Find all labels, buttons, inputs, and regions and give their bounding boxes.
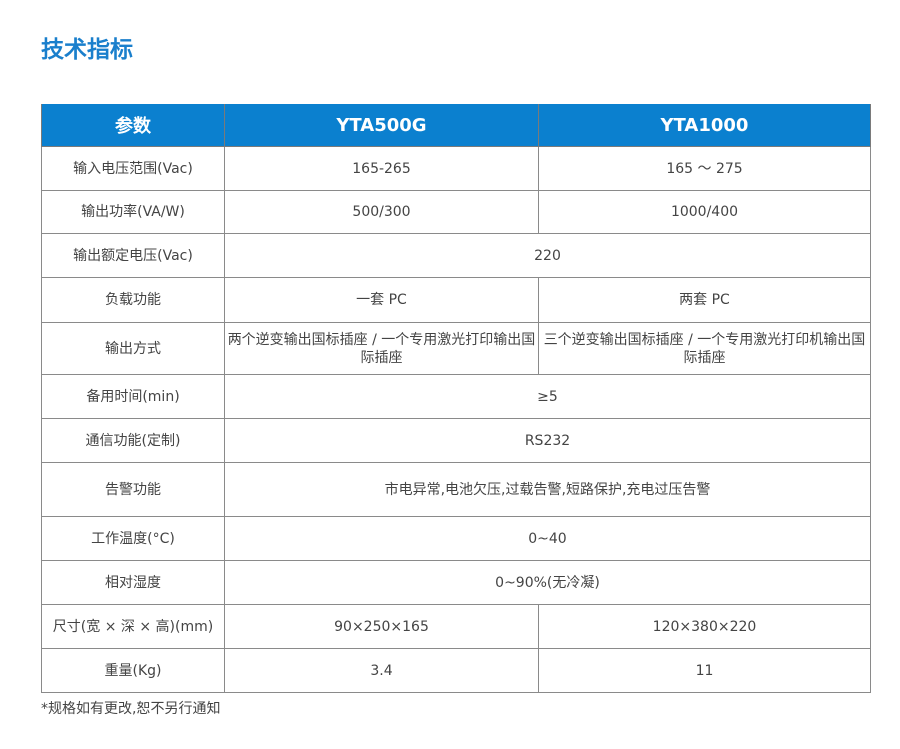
value-yta1000: 三个逆变输出国标插座 / 一个专用激光打印机输出国际插座 <box>538 322 871 375</box>
value-yta500g: 一套 PC <box>224 277 539 323</box>
table-row: 通信功能(定制) RS232 <box>41 418 871 463</box>
value-shared: 市电异常,电池欠压,过载告警,短路保护,充电过压告警 <box>224 462 871 517</box>
table-row: 相对湿度 0~90%(无冷凝) <box>41 560 871 605</box>
header-yta500g: YTA500G <box>224 104 539 147</box>
value-yta1000: 120×380×220 <box>538 604 871 649</box>
param-label: 重量(Kg) <box>41 648 225 693</box>
table-row: 输入电压范围(Vac) 165-265 165 ～ 275 <box>41 146 871 191</box>
value-yta500g: 3.4 <box>224 648 539 693</box>
value-shared: 0~90%(无冷凝) <box>224 560 871 605</box>
table-row: 重量(Kg) 3.4 11 <box>41 648 871 693</box>
value-yta500g: 500/300 <box>224 190 539 234</box>
value-shared: 0~40 <box>224 516 871 561</box>
table-header-row: 参数 YTA500G YTA1000 <box>41 104 871 147</box>
value-shared: RS232 <box>224 418 871 463</box>
table-row: 输出方式 两个逆变输出国标插座 / 一个专用激光打印输出国际插座 三个逆变输出国标插… <box>41 322 871 375</box>
param-label: 备用时间(min) <box>41 374 225 419</box>
param-label: 通信功能(定制) <box>41 418 225 463</box>
table-row: 输出功率(VA/W) 500/300 1000/400 <box>41 190 871 234</box>
table-row: 告警功能 市电异常,电池欠压,过载告警,短路保护,充电过压告警 <box>41 462 871 517</box>
param-label: 输出方式 <box>41 322 225 375</box>
table-row: 输出额定电压(Vac) 220 <box>41 233 871 278</box>
param-label: 工作温度(°C) <box>41 516 225 561</box>
value-yta1000: 1000/400 <box>538 190 871 234</box>
value-yta500g: 两个逆变输出国标插座 / 一个专用激光打印输出国际插座 <box>224 322 539 375</box>
value-yta1000: 11 <box>538 648 871 693</box>
value-yta1000: 两套 PC <box>538 277 871 323</box>
value-yta1000: 165 ～ 275 <box>538 146 871 191</box>
header-param: 参数 <box>41 104 225 147</box>
table-row: 负载功能 一套 PC 两套 PC <box>41 277 871 323</box>
param-label: 尺寸(宽 × 深 × 高)(mm) <box>41 604 225 649</box>
value-shared: ≥5 <box>224 374 871 419</box>
value-yta500g: 90×250×165 <box>224 604 539 649</box>
footnote: *规格如有更改,恕不另行通知 <box>41 701 221 717</box>
param-label: 输入电压范围(Vac) <box>41 146 225 191</box>
param-label: 告警功能 <box>41 462 225 517</box>
param-label: 负载功能 <box>41 277 225 323</box>
table-row: 工作温度(°C) 0~40 <box>41 516 871 561</box>
table-row: 备用时间(min) ≥5 <box>41 374 871 419</box>
page-title: 技术指标 <box>41 37 133 63</box>
param-label: 输出功率(VA/W) <box>41 190 225 234</box>
spec-table: 参数 YTA500G YTA1000 输入电压范围(Vac) 165-265 165… <box>41 104 871 693</box>
value-shared: 220 <box>224 233 871 278</box>
param-label: 输出额定电压(Vac) <box>41 233 225 278</box>
param-label: 相对湿度 <box>41 560 225 605</box>
table-row: 尺寸(宽 × 深 × 高)(mm) 90×250×165 120×380×220 <box>41 604 871 649</box>
header-yta1000: YTA1000 <box>538 104 871 147</box>
value-yta500g: 165-265 <box>224 146 539 191</box>
